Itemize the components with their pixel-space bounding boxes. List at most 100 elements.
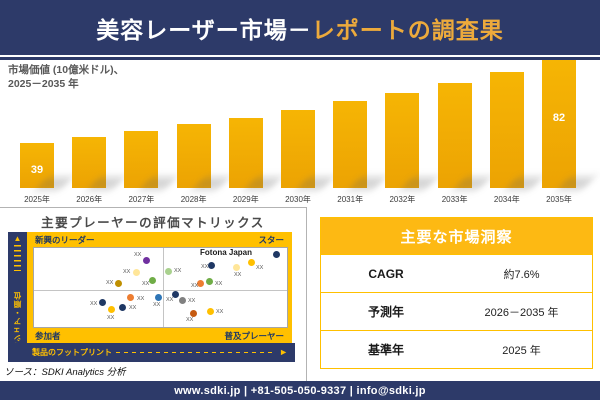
matrix-title: 主要プレーヤーの評価マトリックス bbox=[41, 216, 265, 230]
matrix-bottom-band: 参加者 普及プレーヤー bbox=[27, 328, 292, 343]
page-title: 美容レーザー市場－レポートの調査果 bbox=[96, 11, 504, 45]
year-label: 2034年 bbox=[493, 195, 520, 204]
scatter-point bbox=[272, 250, 280, 258]
scatter-point-label: XX bbox=[186, 317, 194, 323]
footer-bar: www.sdki.jp | +81-505-050-9337 | info@sd… bbox=[0, 381, 600, 400]
scatter-point bbox=[178, 296, 186, 304]
scatter-point bbox=[207, 261, 215, 269]
bar-value-label: 82 bbox=[552, 112, 566, 124]
matrix-frame: 新興のリーダー スター XX XX XX XX XX XX XX XX Fotona Japan… bbox=[27, 232, 292, 343]
matrix-plot: XX XX XX XX XX XX XX XX Fotona Japan XX XX XX XX XX XX… bbox=[33, 247, 288, 328]
horizontal-divider bbox=[0, 207, 306, 208]
insights-row: 予測年 2026－2035 年 bbox=[321, 292, 592, 330]
x-axis-dashes bbox=[116, 351, 276, 354]
scatter-point bbox=[232, 263, 240, 271]
quadrant-vertical-line bbox=[163, 248, 164, 327]
matrix-top-band: 新興のリーダー スター bbox=[27, 232, 292, 247]
x-axis-label: 製品のフットプリント bbox=[32, 348, 112, 357]
header-rule bbox=[0, 57, 600, 60]
vertical-divider bbox=[306, 207, 307, 381]
year-label: 2027年 bbox=[128, 195, 155, 204]
scatter-point-name-label: Fotona Japan bbox=[200, 248, 253, 257]
year-label: 2033年 bbox=[441, 195, 468, 204]
insights-row-label: 基準年 bbox=[368, 343, 405, 357]
year-label: 2030年 bbox=[285, 195, 311, 204]
bar-2025年: 39 bbox=[20, 143, 54, 188]
year-label: 2035年 bbox=[546, 195, 572, 204]
bar-chart-subtitle-line2: 2025－2035 年 bbox=[8, 78, 79, 90]
scatter-point bbox=[205, 277, 213, 285]
bar-chart-subtitle-line1: 市場価値 (10億米ドル)、 bbox=[8, 64, 125, 76]
bar-2033年 bbox=[437, 83, 472, 188]
scatter-point-label: XX bbox=[107, 315, 115, 321]
year-label: 2029年 bbox=[232, 195, 259, 204]
scatter-point bbox=[154, 293, 162, 301]
scatter-point bbox=[189, 309, 197, 317]
quadrant-label-bottom-left: 参加者 bbox=[35, 330, 61, 341]
insights-row-value: 2025 年 bbox=[502, 344, 541, 357]
year-label: 2031年 bbox=[337, 195, 364, 204]
scatter-point bbox=[118, 303, 126, 311]
scatter-point-label: XX bbox=[166, 297, 174, 303]
scatter-point-label: XX bbox=[215, 281, 223, 287]
scatter-point-label: XX bbox=[234, 272, 242, 278]
scatter-point bbox=[164, 267, 172, 275]
scatter-point bbox=[206, 307, 214, 315]
scatter-point-label: XX bbox=[129, 305, 137, 311]
bar-2028年 bbox=[176, 124, 211, 188]
insights-table-header: 主要な市場洞察 bbox=[321, 218, 592, 254]
bar-value-label: 39 bbox=[30, 164, 44, 176]
quadrant-label-top-left: 新興のリーダー bbox=[35, 234, 95, 245]
bar-2034年 bbox=[489, 72, 524, 188]
insights-row: CAGR 約7.6% bbox=[321, 254, 592, 292]
scatter-point-label: XX bbox=[201, 264, 209, 270]
y-axis-arrow-icon: ▲ bbox=[13, 234, 22, 243]
bar-2032年 bbox=[385, 93, 420, 188]
scatter-point-label: XX bbox=[134, 252, 142, 258]
scatter-point bbox=[148, 276, 156, 284]
page-title-gold: レポートの調査果 bbox=[311, 16, 504, 43]
scatter-point-label: XX bbox=[123, 269, 131, 275]
scatter-point bbox=[132, 268, 140, 276]
scatter-point bbox=[98, 298, 106, 306]
year-label: 2025年 bbox=[24, 195, 50, 204]
quadrant-label-top-right: スター bbox=[258, 234, 284, 245]
scatter-point bbox=[196, 279, 204, 287]
matrix-x-axis: 製品のフットプリント ► bbox=[8, 343, 295, 362]
footer-contact-text: www.sdki.jp | +81-505-050-9337 | info@sd… bbox=[174, 384, 426, 397]
bar-2027年 bbox=[124, 131, 159, 188]
bar-2026年 bbox=[72, 137, 107, 188]
header-banner: 美容レーザー市場－レポートの調査果 bbox=[0, 0, 600, 55]
scatter-point-label: XX bbox=[256, 265, 264, 271]
year-label: 2028年 bbox=[180, 195, 207, 204]
insights-row-value: 2026－2035 年 bbox=[484, 306, 559, 319]
year-label: 2026年 bbox=[76, 195, 103, 204]
scatter-point bbox=[107, 305, 115, 313]
insights-row-value: 約7.6% bbox=[503, 268, 540, 281]
scatter-point-label: XX bbox=[216, 309, 224, 315]
scatter-point-label: XX bbox=[90, 301, 98, 307]
scatter-point bbox=[126, 293, 134, 301]
quadrant-horizontal-line bbox=[34, 290, 287, 291]
year-label: 2032年 bbox=[389, 195, 416, 204]
y-axis-dashes bbox=[14, 245, 21, 271]
scatter-point-label: XX bbox=[174, 268, 182, 274]
insights-table: 主要な市場洞察 CAGR 約7.6% 予測年 2026－2035 年基準年 2025 年 bbox=[320, 217, 593, 369]
scatter-point bbox=[114, 279, 122, 287]
bar-2035年: 82 bbox=[542, 60, 576, 188]
scatter-point-label: XX bbox=[188, 298, 196, 304]
bar-2031年 bbox=[333, 101, 368, 188]
scatter-point bbox=[142, 256, 150, 264]
page-title-white: 美容レーザー市場－ bbox=[96, 16, 312, 43]
scatter-point bbox=[247, 258, 255, 266]
scatter-point-label: XX bbox=[191, 283, 199, 289]
bar-chart-subtitle: 市場価値 (10億米ドル)、 2025－2035 年 bbox=[8, 63, 178, 91]
x-axis-arrow-icon: ► bbox=[279, 347, 288, 357]
source-note: ソース：SDKI Analytics 分析 bbox=[4, 367, 126, 378]
scatter-point bbox=[171, 290, 179, 298]
matrix-y-axis: ▲ 市場シェア・順位 bbox=[8, 232, 27, 362]
insights-row-label: CAGR bbox=[368, 266, 404, 281]
quadrant-label-bottom-right: 普及プレーヤー bbox=[224, 330, 284, 341]
bar-2030年 bbox=[281, 110, 315, 188]
